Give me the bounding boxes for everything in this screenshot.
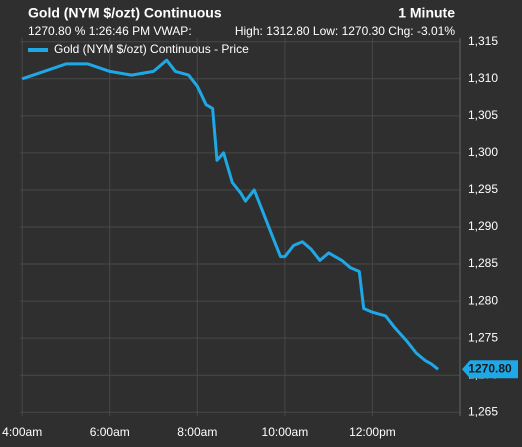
y-tick-label: 1,275 [468,330,498,344]
x-tick-label: 10:00am [262,425,309,439]
y-tick-label: 1,295 [468,182,498,196]
x-tick-label: 6:00am [90,425,130,439]
interval: 1 Minute [398,5,455,21]
chart-title: Gold (NYM $/ozt) Continuous [28,5,222,21]
x-tick-label: 8:00am [177,425,217,439]
last-price-label: 1270.80 [468,361,512,375]
info-right: High: 1312.80 Low: 1270.30 Chg: -3.01% [235,24,455,38]
y-tick-label: 1,290 [468,219,498,233]
y-tick-label: 1,315 [468,34,498,48]
y-tick-label: 1,265 [468,404,498,418]
y-tick-label: 1,285 [468,256,498,270]
y-tick-label: 1,305 [468,108,498,122]
last-price-tag [462,360,518,379]
x-tick-label: 4:00am [2,425,42,439]
info-left: 1270.80 % 1:26:46 PM VWAP: [28,24,192,38]
legend-label: Gold (NYM $/ozt) Continuous - Price [54,42,249,56]
y-tick-label: 1,300 [468,145,498,159]
x-tick-label: 12:00pm [349,425,396,439]
y-tick-label: 1,280 [468,293,498,307]
price-line [21,58,440,371]
y-tick-label: 1,310 [468,71,498,85]
